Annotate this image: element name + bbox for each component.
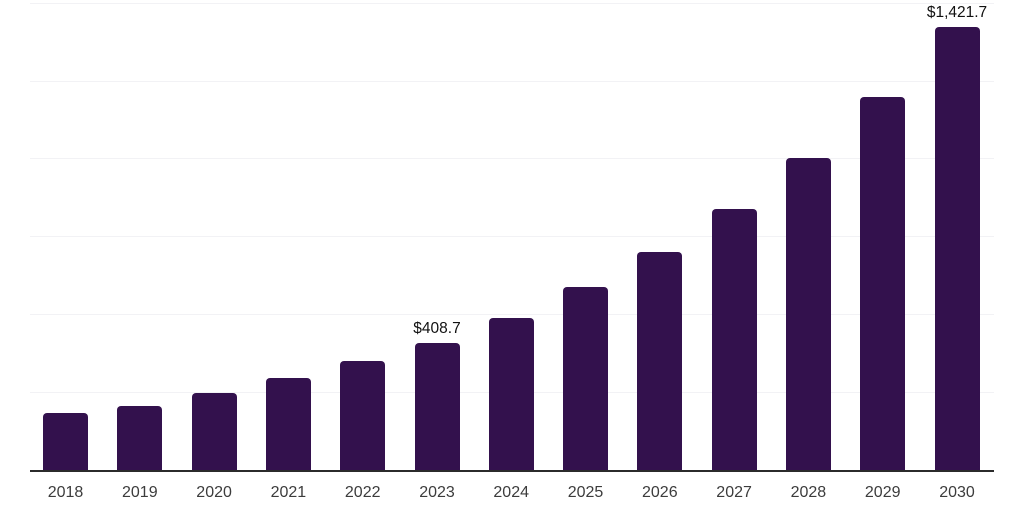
x-tick-label-2020: 2020	[196, 484, 232, 501]
bar-2027	[711, 208, 757, 470]
data-label-2030: $1,421.7	[926, 4, 988, 21]
bar-2019	[117, 405, 163, 470]
x-tick-label-2023: 2023	[419, 484, 455, 501]
x-tick-label-2026: 2026	[642, 484, 678, 501]
bar-2020	[191, 392, 237, 470]
bar-2021	[265, 378, 311, 470]
data-label-2023: $408.7	[413, 319, 461, 337]
gridline	[30, 236, 994, 238]
bar-2018	[43, 413, 88, 470]
x-tick-label-2019: 2019	[122, 484, 158, 501]
bar-2028	[785, 158, 831, 470]
x-tick-label-2027: 2027	[716, 484, 752, 501]
bar-2022	[340, 360, 386, 470]
x-axis-line	[30, 470, 994, 472]
x-tick-label-2021: 2021	[270, 484, 307, 501]
x-tick-label-2025: 2025	[567, 484, 604, 501]
gridline	[30, 314, 994, 316]
x-tick-label-2022: 2022	[344, 484, 381, 501]
bar-2024	[488, 317, 534, 470]
bar-2026	[637, 252, 683, 470]
bar-2030	[934, 27, 980, 470]
x-tick-label-2028: 2028	[790, 484, 827, 501]
bar-2023	[414, 342, 460, 470]
gridline	[30, 2, 994, 4]
x-tick-label-2030: 2030	[939, 484, 975, 501]
gridline	[30, 80, 994, 82]
bar-2029	[860, 97, 906, 470]
bar-2025	[563, 286, 608, 470]
gridline	[30, 158, 994, 160]
x-tick-label-2018: 2018	[47, 484, 84, 501]
x-tick-label-2024: 2024	[493, 484, 529, 501]
x-tick-label-2029: 2029	[864, 484, 901, 501]
